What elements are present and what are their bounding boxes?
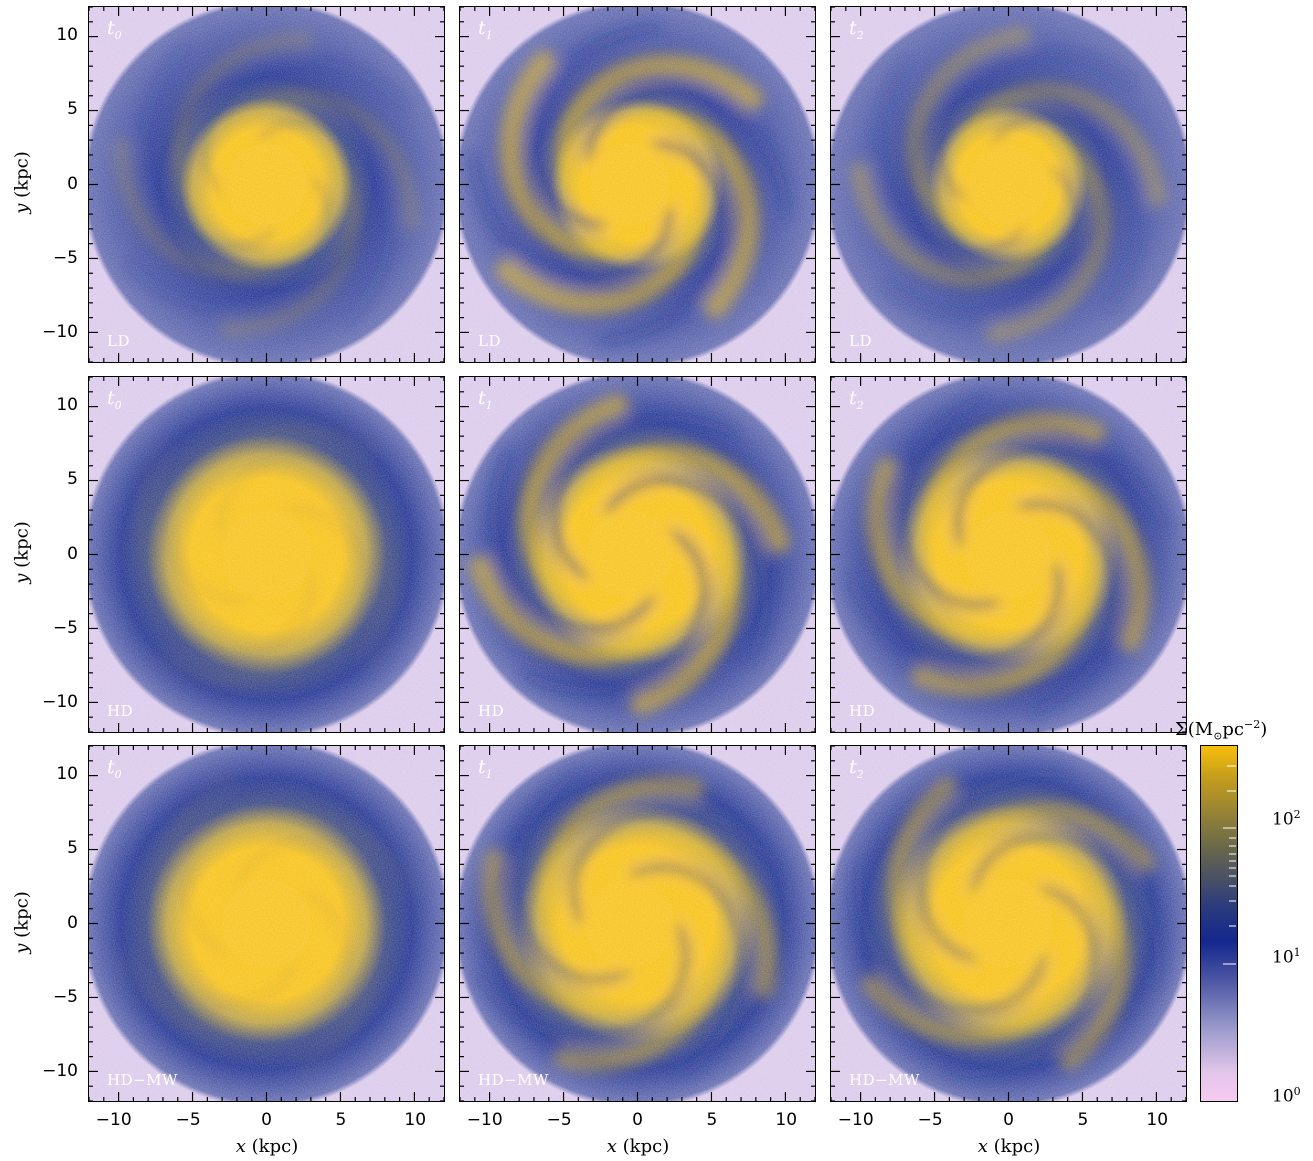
y-tick-label: −10 xyxy=(42,1061,78,1082)
colorbar xyxy=(1200,745,1238,1102)
y-tick-label: 10 xyxy=(56,394,78,415)
colorbar-tick-10: 101 xyxy=(1272,946,1301,968)
panel-hdmw-t1: t1 HD−MW xyxy=(459,745,816,1102)
density-map xyxy=(89,746,444,1101)
model-label: HD−MW xyxy=(478,1071,549,1089)
time-label: t1 xyxy=(478,756,493,781)
colorbar-tick-100: 102 xyxy=(1272,808,1301,830)
panel-hdmw-t2: t2 HD−MW xyxy=(830,745,1187,1102)
panel-ld-t2: t2 LD xyxy=(830,6,1187,363)
x-tick-label: 0 xyxy=(1003,1110,1014,1130)
model-label: HD xyxy=(107,702,134,720)
x-tick-label: −10 xyxy=(837,1110,874,1130)
time-label: t1 xyxy=(478,387,493,412)
y-tick-label: 10 xyxy=(56,24,78,45)
colorbar-title: Σ(M⊙pc−2) xyxy=(1175,718,1268,743)
model-label: LD xyxy=(849,332,872,350)
x-axis-label-col2: x (kpc) xyxy=(606,1136,670,1157)
y-tick-label: −5 xyxy=(52,617,78,638)
y-tick-label: 0 xyxy=(67,912,78,933)
model-label: HD xyxy=(849,702,876,720)
panel-hd-t0: t0 HD xyxy=(88,376,445,733)
model-label: HD xyxy=(478,702,505,720)
density-map xyxy=(89,7,444,362)
x-tick-label: −10 xyxy=(95,1110,132,1130)
time-label: t2 xyxy=(849,756,864,781)
x-tick-label: −5 xyxy=(546,1110,572,1130)
x-tick-label: 0 xyxy=(261,1110,272,1130)
x-tick-label: 0 xyxy=(632,1110,643,1130)
x-tick-label: −10 xyxy=(466,1110,503,1130)
panel-hd-t2: t2 HD xyxy=(830,376,1187,733)
y-tick-label: 5 xyxy=(67,99,78,120)
model-label: LD xyxy=(478,332,501,350)
time-label: t1 xyxy=(478,17,493,42)
y-tick-label: 10 xyxy=(56,763,78,784)
x-tick-label: 10 xyxy=(404,1110,427,1130)
x-tick-label: 5 xyxy=(1077,1110,1089,1130)
time-label: t0 xyxy=(107,756,122,781)
y-tick-label: −5 xyxy=(52,247,78,268)
colorbar-ticks xyxy=(1223,765,1236,965)
x-axis-label-col3: x (kpc) xyxy=(977,1136,1041,1157)
panel-ld-t1: t1 LD xyxy=(459,6,816,363)
x-tick-label: −5 xyxy=(175,1110,201,1130)
x-tick-label: 10 xyxy=(775,1110,798,1130)
x-tick-label: 5 xyxy=(706,1110,718,1130)
y-tick-label: 5 xyxy=(67,838,78,859)
y-tick-label: −10 xyxy=(42,692,78,713)
time-label: t0 xyxy=(107,387,122,412)
x-tick-label: 5 xyxy=(335,1110,347,1130)
x-axis-label-col1: x (kpc) xyxy=(235,1136,299,1157)
panel-hd-t1: t1 HD xyxy=(459,376,816,733)
panel-hdmw-t0: t0 HD−MW xyxy=(88,745,445,1102)
y-tick-label: 0 xyxy=(67,543,78,564)
density-map xyxy=(831,746,1186,1101)
panel-ld-t0: t0 LD xyxy=(88,6,445,363)
y-tick-label: −5 xyxy=(52,986,78,1007)
time-label: t0 xyxy=(107,17,122,42)
density-map xyxy=(460,7,815,362)
model-label: LD xyxy=(107,332,130,350)
time-label: t2 xyxy=(849,17,864,42)
x-tick-label: 10 xyxy=(1146,1110,1169,1130)
y-tick-label: 5 xyxy=(67,469,78,490)
colorbar-tick-1: 100 xyxy=(1272,1085,1301,1107)
time-label: t2 xyxy=(849,387,864,412)
y-tick-label: 0 xyxy=(67,173,78,194)
density-map xyxy=(460,377,815,732)
x-tick-label: −5 xyxy=(917,1110,943,1130)
model-label: HD−MW xyxy=(107,1071,178,1089)
density-map xyxy=(460,746,815,1101)
y-tick-label: −10 xyxy=(42,322,78,343)
density-map xyxy=(831,377,1186,732)
density-map xyxy=(831,7,1186,362)
model-label: HD−MW xyxy=(849,1071,920,1089)
density-map xyxy=(89,377,444,732)
